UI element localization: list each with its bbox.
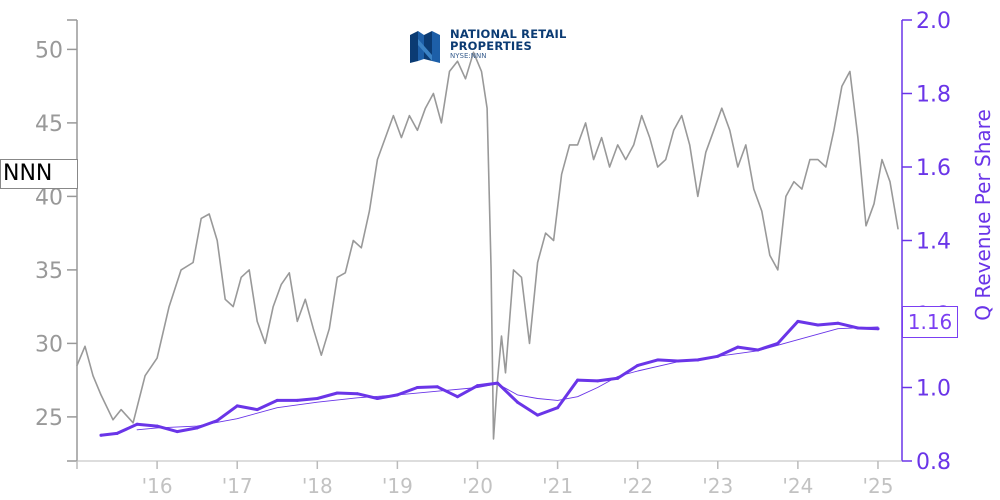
logo-text-line2: PROPERTIES [450, 39, 532, 53]
revenue-point [315, 397, 319, 401]
x-axis-tick-label: '25 [862, 474, 893, 498]
revenue-point [556, 406, 560, 410]
right-axis-tick-label: 1.6 [916, 156, 951, 181]
revenue-point [475, 384, 479, 388]
x-axis: '16 '17 '18 '19 '20 '21 '22 '23 '24 '25 [76, 460, 902, 498]
revenue-point [816, 323, 820, 327]
revenue-point [375, 397, 379, 401]
x-axis-tick-label: '18 [302, 474, 333, 498]
revenue-point [516, 400, 520, 404]
x-axis-tick-label: '24 [782, 474, 813, 498]
x-axis-tick-label: '17 [222, 474, 253, 498]
right-axis-tick-label: 1.4 [916, 230, 951, 255]
revenue-point [636, 363, 640, 367]
x-axis-tick-label: '20 [462, 474, 493, 498]
x-axis-tick-label: '19 [382, 474, 413, 498]
revenue-point [836, 321, 840, 325]
x-axis-tick-label: '21 [542, 474, 573, 498]
revenue-point [435, 385, 439, 389]
revenue-point [536, 413, 540, 417]
right-axis: 0.81.01.21.41.61.82.0 [901, 9, 951, 475]
logo-text-line3: NYSE:NNN [450, 52, 487, 60]
left-axis-tick-label: 45 [35, 112, 63, 137]
left-axis-tick-label: 50 [35, 38, 63, 63]
revenue-point [616, 376, 620, 380]
revenue-trend-line [136, 326, 879, 431]
revenue-point [596, 379, 600, 383]
right-axis-tick-label: 1.0 [916, 377, 951, 402]
x-axis-tick-label: '23 [702, 474, 733, 498]
left-axis-tick-label: 35 [35, 259, 63, 284]
revenue-point [155, 424, 159, 428]
price-series-line [76, 51, 899, 440]
revenue-point [255, 408, 259, 412]
revenue-point [736, 345, 740, 349]
revenue-point [195, 426, 199, 430]
last-value-label: 1.16 [902, 306, 958, 338]
left-axis-tick-label: 40 [35, 185, 63, 210]
revenue-point [796, 319, 800, 323]
logo-text-line1: NATIONAL RETAIL [450, 27, 567, 41]
ticker-label: NNN [0, 159, 78, 189]
revenue-point [175, 430, 179, 434]
left-axis-tick-label: 25 [35, 406, 63, 431]
revenue-point [295, 398, 299, 402]
revenue-point [656, 358, 660, 362]
revenue-point [576, 378, 580, 382]
right-axis-tick-label: 0.8 [916, 450, 951, 475]
revenue-point [99, 433, 103, 437]
revenue-point [215, 419, 219, 423]
revenue-point [415, 386, 419, 389]
right-axis-title: Q Revenue Per Share [971, 109, 995, 321]
revenue-series-line [99, 319, 880, 437]
right-axis-tick-label: 2.0 [916, 9, 951, 34]
logo-mark-icon [410, 31, 440, 63]
revenue-point [335, 391, 339, 395]
x-axis-tick-label: '16 [142, 474, 173, 498]
revenue-point [455, 395, 459, 399]
revenue-point [135, 422, 139, 426]
left-axis-tick-label: 30 [35, 332, 63, 357]
left-axis: 25 30 35 40 45 50 [35, 19, 78, 462]
revenue-point [275, 398, 279, 402]
x-axis-tick-label: '22 [622, 474, 653, 498]
right-axis-tick-label: 1.8 [916, 83, 951, 108]
revenue-point [876, 327, 880, 331]
company-logo: NATIONAL RETAIL PROPERTIES NYSE:NNN [408, 27, 598, 67]
series-layer [76, 51, 899, 440]
revenue-point [115, 431, 119, 435]
revenue-point [235, 404, 239, 408]
revenue-point [776, 341, 780, 345]
revenue-point [355, 392, 359, 396]
